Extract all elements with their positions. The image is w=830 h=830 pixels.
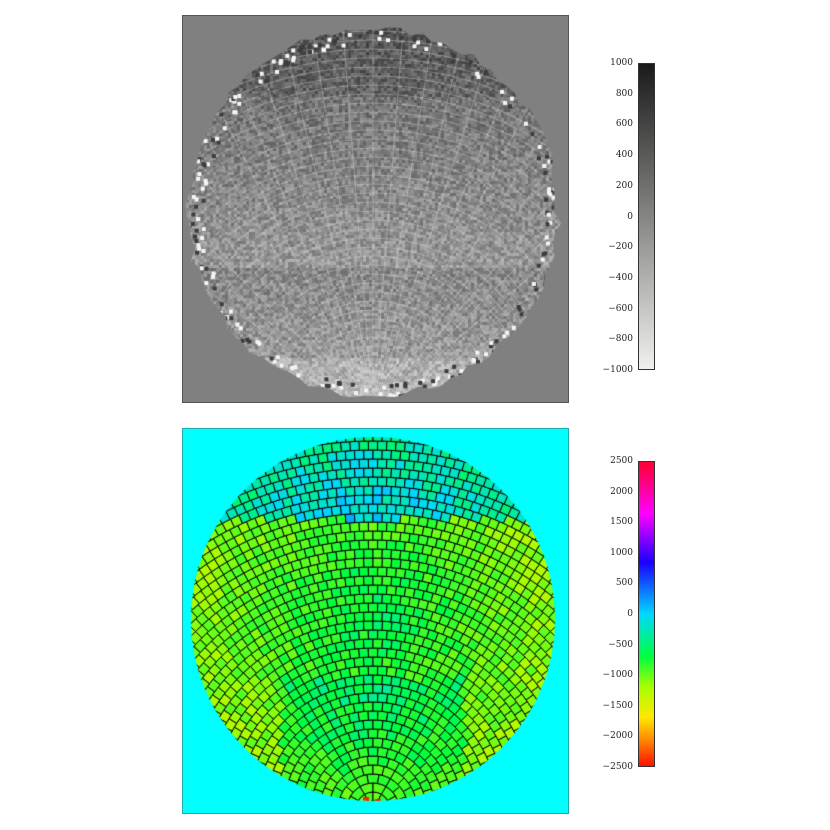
grayscale-heatmap-panel [182, 15, 569, 403]
colorbar-tick-label: 1000 [610, 58, 633, 68]
rainbow-heatmap-panel [182, 428, 569, 814]
colorbar-tick-label: −200 [608, 242, 633, 253]
colorbar-tick-label: 400 [615, 150, 633, 161]
rainbow-colorbar [638, 461, 655, 767]
colorbar-tick-label: 2000 [610, 486, 633, 497]
colorbar-tick-label: −400 [608, 272, 633, 283]
colorbar-tick-label: −600 [608, 303, 633, 314]
rainbow-heatmap-canvas [183, 429, 568, 813]
colorbar-tick-label: 0 [627, 211, 633, 222]
colorbar-tick-label: −2500 [602, 762, 633, 772]
colorbar-tick-label: 2500 [610, 456, 633, 466]
colorbar-tick-label: −800 [608, 334, 633, 345]
colorbar-tick-label: 1500 [610, 517, 633, 528]
colorbar-tick-label: 800 [615, 88, 633, 99]
colorbar-tick-label: 200 [615, 180, 633, 191]
grayscale-heatmap-canvas [183, 16, 568, 402]
grayscale-colorbar [638, 63, 655, 370]
colorbar-tick-label: −500 [608, 639, 633, 650]
colorbar-tick-label: −1000 [602, 670, 633, 681]
colorbar-tick-label: 0 [627, 609, 633, 619]
colorbar-tick-label: 600 [615, 119, 633, 130]
colorbar-tick-label: −2000 [602, 731, 633, 742]
colorbar-tick-label: 500 [615, 578, 633, 589]
colorbar-tick-label: −1000 [602, 365, 633, 375]
colorbar-tick-label: −1500 [602, 700, 633, 711]
colorbar-tick-label: 1000 [610, 547, 633, 558]
